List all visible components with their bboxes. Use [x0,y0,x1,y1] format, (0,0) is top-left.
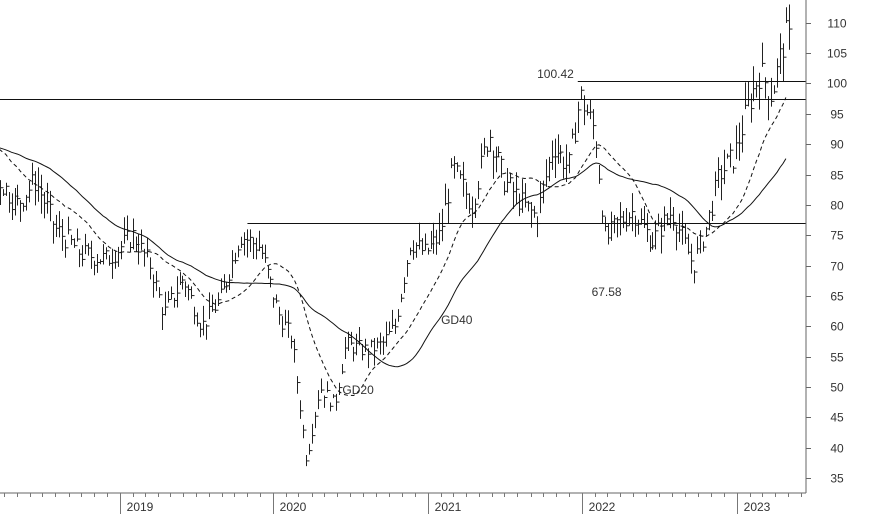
y-axis-ticks: 35 40 45 50 55 60 65 70 75 80 85 90 95 100 105 110 [806,17,847,486]
x-tick-label: 2023 [744,500,771,514]
y-tick-label: 35 [830,472,844,486]
y-tick-label: 70 [830,260,844,274]
x-tick-label: 2022 [589,500,616,514]
y-tick-label: 110 [827,17,846,31]
y-tick-label: 60 [830,320,844,334]
x-axis-ticks: 2019 2020 2021 2022 2023 [4,493,802,514]
y-tick-label: 95 [830,108,844,122]
annotation-label: 67.58 [592,285,622,299]
y-tick-label: 65 [830,290,844,304]
y-tick-label: 55 [830,351,844,365]
y-tick-label: 85 [830,169,844,183]
moving-averages [0,97,787,397]
y-tick-label: 105 [827,47,847,61]
y-tick-label: 40 [830,442,844,456]
x-tick-label: 2021 [435,500,462,514]
x-tick-label: 2019 [127,500,154,514]
annotation-label: 100.42 [537,67,574,81]
gd20-line [0,97,787,397]
y-tick-label: 100 [827,77,847,91]
y-tick-label: 50 [830,381,844,395]
y-tick-label: 75 [830,229,844,243]
annotation-label: GD20 [342,383,374,397]
y-tick-label: 90 [830,138,844,152]
annotations: 100.42 67.58 GD20 GD40 [342,67,622,397]
y-tick-label: 45 [830,411,844,425]
annotation-label: GD40 [441,313,473,327]
gd40-line [0,147,787,368]
price-bars [0,4,793,467]
y-tick-label: 80 [830,199,844,213]
horizontal-lines [0,81,806,224]
axes [0,0,807,494]
x-tick-label: 2020 [280,500,307,514]
